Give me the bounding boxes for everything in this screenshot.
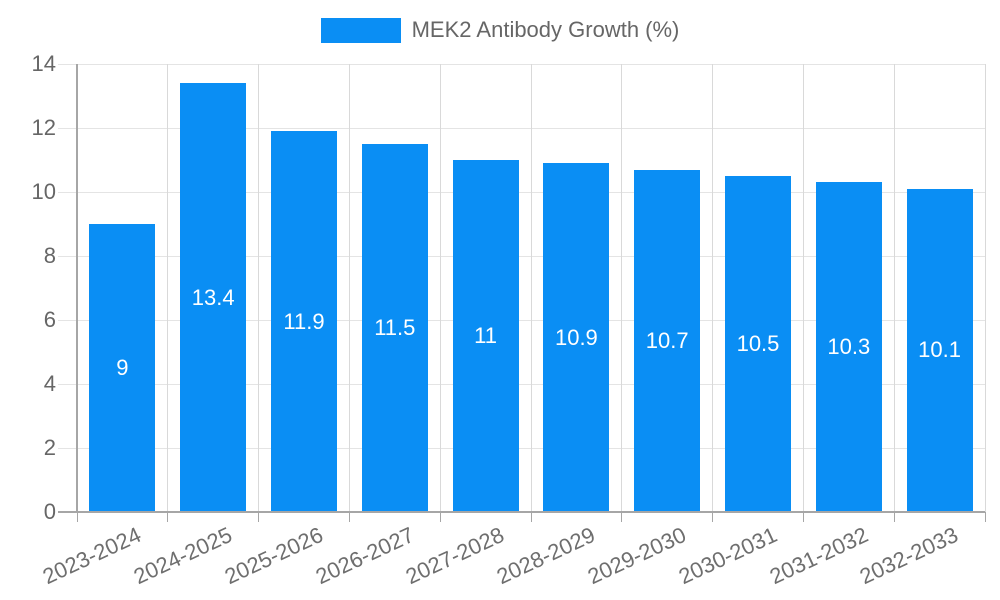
gridline-vertical <box>712 64 714 512</box>
legend[interactable]: MEK2 Antibody Growth (%) <box>0 17 1000 43</box>
gridline-vertical <box>802 64 804 512</box>
bar-value-label: 11.9 <box>283 308 325 334</box>
x-axis-tick <box>530 512 532 522</box>
gridline-vertical <box>348 64 350 512</box>
gridline-vertical <box>258 64 260 512</box>
y-axis-tick-label: 4 <box>43 371 56 396</box>
x-axis-tick <box>893 512 895 522</box>
bar[interactable] <box>89 224 156 512</box>
x-axis-tick <box>258 512 260 522</box>
gridline-horizontal <box>58 191 985 193</box>
x-axis-line <box>58 511 985 513</box>
y-axis-line <box>76 64 78 512</box>
gridline-vertical <box>984 64 986 512</box>
bar-value-label: 10.1 <box>918 337 961 363</box>
bar-value-label: 13.4 <box>191 284 235 310</box>
x-axis-tick <box>348 512 350 522</box>
gridline-vertical <box>530 64 532 512</box>
x-axis-tick <box>984 512 986 522</box>
x-axis-label: 2024-2025 <box>129 522 236 590</box>
gridline-vertical <box>621 64 623 512</box>
x-axis-label: 2032-2033 <box>856 522 963 590</box>
bar[interactable] <box>906 188 973 512</box>
x-axis-tick <box>802 512 804 522</box>
x-axis-tick <box>439 512 441 522</box>
gridline-horizontal <box>58 319 985 321</box>
legend-label: MEK2 Antibody Growth (%) <box>411 17 680 42</box>
gridline-vertical <box>167 64 169 512</box>
bar-value-label: 10.7 <box>645 327 689 353</box>
y-axis-tick-label: 2 <box>43 435 56 460</box>
y-axis-tick-label: 6 <box>43 307 56 332</box>
bar[interactable] <box>452 160 519 512</box>
x-axis-tick <box>76 512 78 522</box>
gridline-horizontal <box>58 255 985 257</box>
gridline-vertical <box>439 64 441 512</box>
x-axis-label: 2027-2028 <box>402 522 509 590</box>
bar[interactable] <box>271 131 337 512</box>
gridline-horizontal <box>58 383 985 385</box>
x-axis-tick <box>712 512 714 522</box>
bar-value-label: 10.3 <box>827 334 871 360</box>
x-axis-label: 2028-2029 <box>493 522 599 590</box>
x-axis-tick <box>167 512 169 522</box>
bar-value-label: 10.9 <box>554 324 598 350</box>
bar-value-label: 11.5 <box>374 315 416 340</box>
y-axis-tick-label: 0 <box>43 499 56 524</box>
bar[interactable] <box>361 144 428 512</box>
x-axis-label: 2026-2027 <box>311 522 418 590</box>
bar-value-label: 9 <box>116 355 129 380</box>
bar[interactable] <box>180 83 247 512</box>
x-axis-label: 2023-2024 <box>39 522 145 590</box>
legend-swatch-icon <box>320 17 401 43</box>
x-axis-label: 2030-2031 <box>674 522 781 590</box>
gridline-horizontal <box>58 127 985 129</box>
bar[interactable] <box>634 169 701 512</box>
bar-value-label: 10.5 <box>736 331 780 356</box>
bar[interactable] <box>815 182 882 512</box>
x-axis-label: 2031-2032 <box>765 522 872 590</box>
gridline-horizontal <box>58 63 985 65</box>
gridline-horizontal <box>58 447 985 449</box>
y-axis-tick-label: 10 <box>31 179 56 204</box>
x-axis-label: 2029-2030 <box>583 522 690 590</box>
bar[interactable] <box>725 176 791 512</box>
bar-value-label: 11 <box>474 323 498 348</box>
y-axis-tick-label: 8 <box>43 243 56 268</box>
x-axis-tick <box>621 512 623 522</box>
bar[interactable] <box>543 163 610 512</box>
gridline-vertical <box>893 64 895 512</box>
y-axis-tick-label: 12 <box>31 115 56 140</box>
y-axis-tick-label: 14 <box>31 51 56 76</box>
x-axis-label: 2025-2026 <box>220 522 327 590</box>
